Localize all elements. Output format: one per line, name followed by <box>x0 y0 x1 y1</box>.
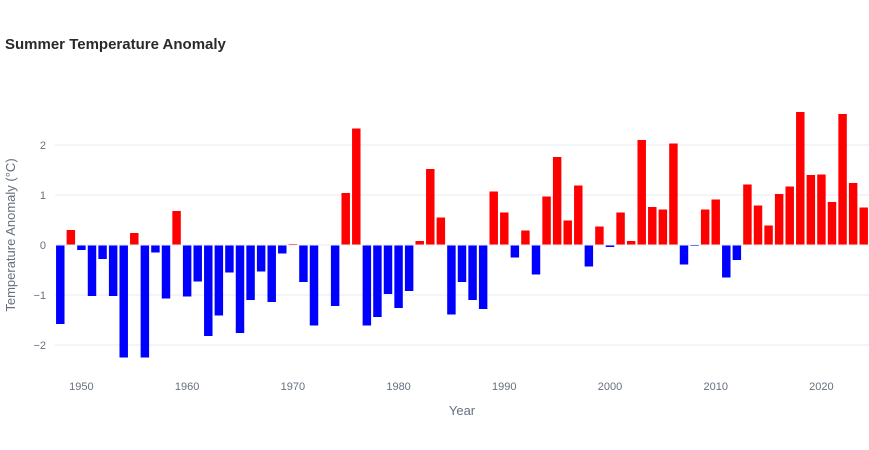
x-tick-label: 1980 <box>386 381 410 393</box>
bar-1992 <box>521 230 530 245</box>
bar-1976 <box>352 128 361 245</box>
bar-1986 <box>457 245 467 282</box>
bar-1959 <box>172 211 181 245</box>
bar-1978 <box>373 245 382 317</box>
bar-1955 <box>130 233 139 245</box>
bar-1974 <box>330 245 340 306</box>
y-tick-label: −1 <box>33 290 46 302</box>
bar-1952 <box>98 245 107 259</box>
x-axis-title: Year <box>449 403 476 418</box>
bar-1985 <box>447 245 456 315</box>
bar-1962 <box>204 245 213 336</box>
chart-title: Summer Temperature Anomaly <box>5 36 226 53</box>
bar-1995 <box>552 157 562 245</box>
bar-2009 <box>700 209 710 245</box>
bar-1982 <box>415 241 424 245</box>
y-tick-labels: −2 −1 0 1 2 <box>33 140 46 352</box>
x-tick-label: 2000 <box>598 381 622 393</box>
bar-2012 <box>732 245 742 260</box>
bar-2020 <box>817 174 826 245</box>
bar-1990 <box>500 212 509 245</box>
bar-1949 <box>66 230 76 245</box>
bar-1969 <box>278 245 287 254</box>
y-axis-title: Temperature Anomaly (°C) <box>3 158 18 311</box>
bar-1958 <box>161 245 171 299</box>
bars <box>56 112 868 358</box>
bar-2013 <box>743 184 752 245</box>
bar-1987 <box>468 245 477 300</box>
bar-1961 <box>193 245 202 282</box>
bar-2004 <box>648 207 657 245</box>
bar-2005 <box>658 209 668 245</box>
bar-2016 <box>774 194 784 245</box>
bar-1994 <box>542 196 551 245</box>
bar-1999 <box>595 226 604 245</box>
bar-2001 <box>616 212 625 245</box>
bar-2024 <box>859 207 868 245</box>
x-tick-label: 2010 <box>703 381 727 393</box>
x-tick-labels: 1950 1960 1970 1980 1990 2000 2010 2020 <box>69 381 833 393</box>
bar-1967 <box>256 245 266 272</box>
bar-1997 <box>574 185 583 245</box>
bar-1953 <box>108 245 118 296</box>
bar-2007 <box>679 245 689 265</box>
bar-1977 <box>362 245 372 326</box>
bar-1983 <box>426 169 435 245</box>
bar-1993 <box>531 245 541 275</box>
bar-2002 <box>626 241 636 245</box>
bar-2017 <box>785 186 794 245</box>
bar-1975 <box>341 193 350 245</box>
y-tick-label: 0 <box>40 240 46 252</box>
bar-2003 <box>637 140 646 245</box>
bar-1972 <box>309 245 319 326</box>
bar-1968 <box>267 245 276 302</box>
bar-2010 <box>711 199 720 245</box>
bar-1954 <box>119 245 128 358</box>
bar-2019 <box>806 175 816 245</box>
bar-2015 <box>764 225 773 245</box>
bar-1979 <box>383 245 393 294</box>
bar-1964 <box>225 245 234 273</box>
x-tick-label: 1970 <box>281 381 305 393</box>
y-tick-label: 1 <box>40 190 46 202</box>
x-tick-label: 1950 <box>69 381 93 393</box>
bar-2000 <box>605 245 615 247</box>
bar-1988 <box>478 245 488 309</box>
y-tick-label: −2 <box>33 340 46 352</box>
gridlines <box>55 144 869 346</box>
bar-1966 <box>246 245 255 300</box>
bar-1963 <box>214 245 224 316</box>
bar-1957 <box>151 245 160 253</box>
x-tick-label: 1990 <box>492 381 516 393</box>
bar-1956 <box>140 245 150 358</box>
x-tick-label: 2020 <box>809 381 833 393</box>
bar-1950 <box>77 245 86 250</box>
bar-2018 <box>796 112 805 245</box>
bar-1980 <box>394 245 403 308</box>
bar-1981 <box>404 245 414 291</box>
bar-1965 <box>235 245 245 333</box>
bar-2014 <box>753 205 763 245</box>
bar-1951 <box>87 245 97 296</box>
bar-2023 <box>848 183 858 245</box>
bar-2022 <box>838 114 847 245</box>
bar-1971 <box>299 245 308 282</box>
bar-2011 <box>722 245 731 278</box>
x-tick-label: 1960 <box>175 381 199 393</box>
bar-1998 <box>584 245 594 267</box>
bar-2006 <box>669 143 678 245</box>
bar-1996 <box>563 220 572 245</box>
bar-1984 <box>436 217 446 245</box>
bar-1989 <box>489 191 498 245</box>
y-tick-label: 2 <box>40 140 46 152</box>
bar-1991 <box>510 245 520 258</box>
bar-2021 <box>827 202 837 245</box>
bar-1948 <box>56 245 65 324</box>
bar-1960 <box>182 245 192 297</box>
